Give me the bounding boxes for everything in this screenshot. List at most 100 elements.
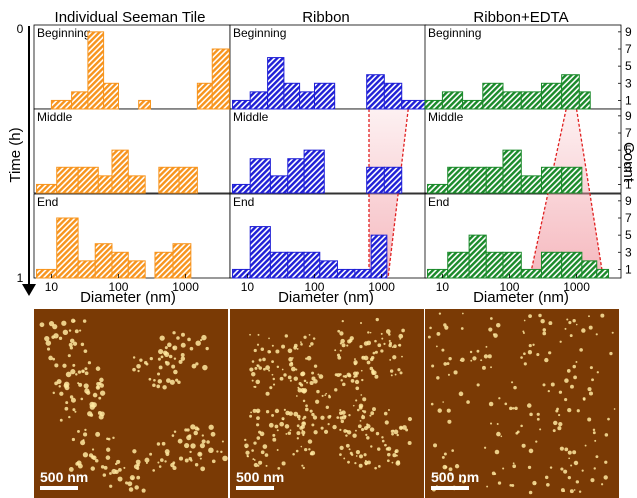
- afm-particle: [515, 431, 519, 435]
- histogram-grid: Beginning Middle End Beginning Middle End Begi…: [33, 24, 632, 294]
- afm-particle: [337, 355, 342, 360]
- histogram-bar: [138, 99, 151, 110]
- afm-particle: [363, 453, 367, 457]
- afm-particle: [369, 357, 374, 362]
- afm-particle: [390, 374, 393, 377]
- afm-particle: [109, 472, 112, 475]
- afm-particle: [374, 339, 377, 343]
- afm-particle: [372, 407, 376, 412]
- afm-particle: [546, 482, 550, 487]
- afm-particle: [281, 344, 286, 349]
- afm-particle: [564, 327, 567, 330]
- histogram-bar: [232, 183, 251, 194]
- afm-particle: [363, 355, 369, 361]
- afm-particle: [393, 429, 399, 435]
- afm-particle: [281, 461, 286, 466]
- afm-particle: [141, 488, 146, 493]
- afm-particle: [216, 450, 219, 453]
- afm-particle: [527, 350, 533, 355]
- afm-particle: [366, 436, 370, 440]
- afm-particle: [547, 389, 550, 393]
- afm-particle: [54, 381, 58, 386]
- afm-particle: [271, 373, 274, 376]
- afm-particle: [364, 462, 368, 466]
- afm-particle: [274, 424, 279, 429]
- histogram-bar: [56, 217, 79, 279]
- afm-particle: [444, 465, 448, 469]
- afm-particle: [491, 471, 496, 476]
- afm-particle: [500, 435, 503, 438]
- afm-particle: [358, 405, 363, 410]
- afm-particle: [359, 345, 363, 349]
- afm-particle: [65, 371, 72, 378]
- afm-particle: [82, 319, 87, 323]
- afm-particle: [125, 481, 129, 485]
- afm-particle: [265, 391, 270, 396]
- afm-particle: [607, 417, 610, 421]
- afm-particle: [272, 437, 277, 442]
- afm-particle: [221, 440, 224, 443]
- afm-particle: [300, 343, 303, 346]
- afm-particle: [68, 329, 72, 332]
- afm-particle: [271, 413, 275, 417]
- afm-particle: [298, 381, 302, 386]
- afm-particle: [269, 386, 273, 390]
- afm-particle: [64, 385, 70, 391]
- afm-particle: [497, 481, 502, 485]
- afm-particle: [74, 329, 79, 334]
- histogram-bar: [303, 251, 321, 279]
- afm-particle: [173, 369, 178, 375]
- afm-particle: [304, 407, 309, 412]
- afm-particle: [438, 312, 442, 315]
- afm-particle: [210, 431, 216, 437]
- afm-particle: [180, 342, 186, 348]
- afm-particle: [539, 428, 542, 431]
- afm-particle: [160, 355, 164, 359]
- afm-particle: [68, 466, 74, 472]
- afm-particle: [199, 338, 203, 342]
- afm-particle: [542, 328, 547, 332]
- afm-particle: [377, 343, 382, 348]
- histogram-bar: [540, 166, 563, 194]
- afm-particle: [523, 352, 526, 356]
- afm-particle: [496, 322, 501, 328]
- afm-particle: [334, 388, 338, 392]
- afm-particle: [361, 415, 366, 420]
- afm-particle: [600, 313, 605, 318]
- scale-bar-label: 500 nm: [431, 469, 479, 485]
- x-axis-label-ribbon: Diameter (nm): [278, 289, 374, 306]
- afm-particle: [220, 450, 223, 454]
- afm-particle: [145, 362, 149, 366]
- afm-particle: [469, 350, 473, 354]
- afm-particle: [106, 447, 111, 452]
- afm-particle: [535, 440, 538, 443]
- afm-particle: [70, 318, 76, 323]
- afm-particle: [320, 426, 324, 430]
- afm-particle: [279, 421, 285, 427]
- afm-particle: [162, 350, 168, 356]
- afm-particle: [430, 402, 434, 406]
- afm-particle: [152, 469, 156, 472]
- afm-particle: [288, 357, 293, 362]
- afm-particle: [244, 443, 249, 449]
- afm-particle: [375, 431, 380, 436]
- afm-particle: [592, 428, 596, 432]
- afm-particle: [302, 433, 305, 437]
- afm-particle: [313, 364, 318, 368]
- afm-particle: [378, 465, 381, 468]
- afm-particle: [450, 473, 452, 476]
- count-tick-label: 9: [625, 109, 632, 123]
- afm-particle: [171, 434, 175, 437]
- histogram-bar: [303, 149, 325, 194]
- afm-particle: [168, 354, 173, 359]
- histogram-bar: [319, 260, 338, 279]
- afm-particle: [274, 408, 280, 414]
- afm-particle: [387, 452, 391, 457]
- histogram-bar: [127, 175, 146, 194]
- afm-particle: [172, 465, 177, 471]
- afm-particle: [446, 408, 451, 413]
- afm-particle: [283, 408, 286, 411]
- afm-particle: [395, 454, 398, 457]
- afm-particle: [394, 373, 397, 376]
- afm-particle: [485, 345, 488, 348]
